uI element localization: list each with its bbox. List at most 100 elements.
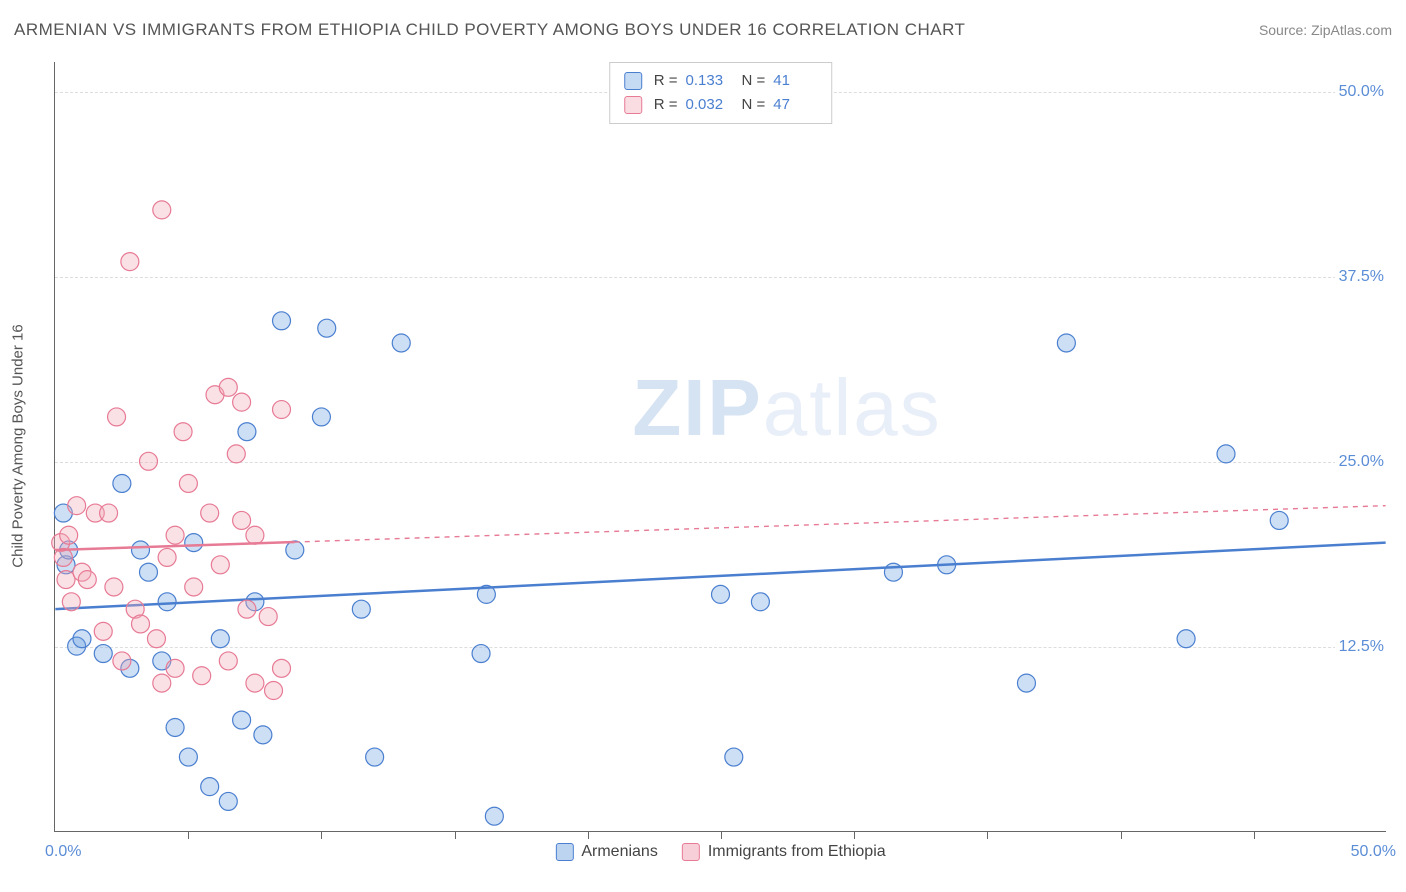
data-point: [108, 408, 126, 426]
n-value-ethiopia: 47: [773, 93, 817, 117]
data-point: [259, 608, 277, 626]
data-point: [1017, 674, 1035, 692]
data-point: [179, 748, 197, 766]
data-point: [132, 541, 150, 559]
data-point: [185, 578, 203, 596]
data-point: [366, 748, 384, 766]
data-point: [219, 792, 237, 810]
data-point: [472, 645, 490, 663]
data-point: [318, 319, 336, 337]
data-point: [219, 652, 237, 670]
data-point: [113, 652, 131, 670]
data-point: [57, 571, 75, 589]
data-point: [352, 600, 370, 618]
data-point: [94, 622, 112, 640]
x-tick: [721, 831, 722, 839]
x-tick: [1121, 831, 1122, 839]
x-axis-min-label: 0.0%: [45, 843, 81, 861]
x-tick: [188, 831, 189, 839]
data-point: [392, 334, 410, 352]
legend-label-ethiopia: Immigrants from Ethiopia: [708, 843, 886, 861]
legend-swatch-ethiopia: [682, 843, 700, 861]
data-point: [273, 659, 291, 677]
data-point: [158, 548, 176, 566]
x-tick: [588, 831, 589, 839]
scatter-plot-svg: [55, 62, 1386, 831]
n-value-armenians: 41: [773, 69, 817, 93]
data-point: [147, 630, 165, 648]
legend-item-ethiopia: Immigrants from Ethiopia: [682, 843, 886, 861]
chart-title: ARMENIAN VS IMMIGRANTS FROM ETHIOPIA CHI…: [14, 20, 965, 40]
data-point: [158, 593, 176, 611]
legend-label-armenians: Armenians: [581, 843, 657, 861]
data-point: [94, 645, 112, 663]
n-label: N =: [742, 69, 766, 93]
data-point: [1177, 630, 1195, 648]
data-point: [139, 563, 157, 581]
data-point: [105, 578, 123, 596]
data-point: [73, 630, 91, 648]
data-point: [485, 807, 503, 825]
data-point: [121, 253, 139, 271]
plot-area: ZIPatlas 12.5%25.0%37.5%50.0% 0.0% 50.0%…: [54, 62, 1386, 832]
r-value-ethiopia: 0.032: [686, 93, 730, 117]
data-point: [201, 778, 219, 796]
trend-line-dashed: [295, 506, 1386, 542]
data-point: [246, 674, 264, 692]
data-point: [113, 474, 131, 492]
data-point: [233, 711, 251, 729]
data-point: [1217, 445, 1235, 463]
data-point: [78, 571, 96, 589]
data-point: [166, 659, 184, 677]
data-point: [211, 556, 229, 574]
data-point: [273, 401, 291, 419]
data-point: [153, 201, 171, 219]
r-label: R =: [654, 69, 678, 93]
data-point: [233, 393, 251, 411]
x-axis-max-label: 50.0%: [1351, 843, 1396, 861]
swatch-armenians: [624, 72, 642, 90]
bottom-legend: Armenians Immigrants from Ethiopia: [555, 843, 885, 861]
data-point: [68, 497, 86, 515]
x-tick: [987, 831, 988, 839]
title-bar: ARMENIAN VS IMMIGRANTS FROM ETHIOPIA CHI…: [14, 20, 1392, 40]
x-tick: [455, 831, 456, 839]
x-tick: [321, 831, 322, 839]
r-value-armenians: 0.133: [686, 69, 730, 93]
r-label: R =: [654, 93, 678, 117]
data-point: [265, 682, 283, 700]
data-point: [153, 674, 171, 692]
data-point: [238, 423, 256, 441]
y-axis-title: Child Poverty Among Boys Under 16: [10, 324, 27, 567]
data-point: [185, 534, 203, 552]
legend-item-armenians: Armenians: [555, 843, 657, 861]
data-point: [211, 630, 229, 648]
data-point: [166, 526, 184, 544]
data-point: [1270, 511, 1288, 529]
data-point: [246, 526, 264, 544]
data-point: [227, 445, 245, 463]
data-point: [132, 615, 150, 633]
data-point: [139, 452, 157, 470]
data-point: [725, 748, 743, 766]
data-point: [62, 593, 80, 611]
data-point: [233, 511, 251, 529]
x-tick: [1254, 831, 1255, 839]
source-label: Source: ZipAtlas.com: [1259, 22, 1392, 38]
data-point: [166, 718, 184, 736]
data-point: [1057, 334, 1075, 352]
data-point: [60, 526, 78, 544]
data-point: [238, 600, 256, 618]
stats-legend-box: R = 0.133 N = 41 R = 0.032 N = 47: [609, 62, 833, 124]
data-point: [751, 593, 769, 611]
data-point: [712, 585, 730, 603]
stats-row-armenians: R = 0.133 N = 41: [624, 69, 818, 93]
data-point: [286, 541, 304, 559]
data-point: [174, 423, 192, 441]
stats-row-ethiopia: R = 0.032 N = 47: [624, 93, 818, 117]
swatch-ethiopia: [624, 96, 642, 114]
legend-swatch-armenians: [555, 843, 573, 861]
data-point: [193, 667, 211, 685]
data-point: [219, 378, 237, 396]
data-point: [273, 312, 291, 330]
